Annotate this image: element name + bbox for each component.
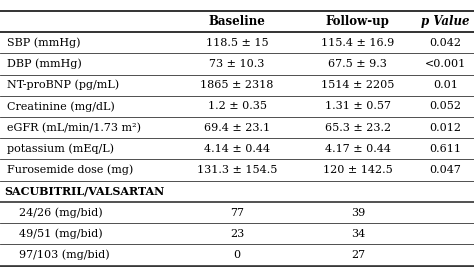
Text: 1.31 ± 0.57: 1.31 ± 0.57: [325, 101, 391, 111]
Text: SACUBITRIL/VALSARTAN: SACUBITRIL/VALSARTAN: [5, 186, 165, 197]
Text: 73 ± 10.3: 73 ± 10.3: [210, 59, 264, 69]
Text: 0.047: 0.047: [429, 165, 462, 175]
Text: Creatinine (mg/dL): Creatinine (mg/dL): [7, 101, 115, 112]
Text: 0: 0: [233, 250, 241, 260]
Text: 23: 23: [230, 229, 244, 239]
Text: Follow-up: Follow-up: [326, 15, 390, 28]
Text: SBP (mmHg): SBP (mmHg): [7, 37, 81, 48]
Text: 67.5 ± 9.3: 67.5 ± 9.3: [328, 59, 387, 69]
Text: 34: 34: [351, 229, 365, 239]
Text: 0.01: 0.01: [433, 80, 458, 90]
Text: <0.001: <0.001: [425, 59, 466, 69]
Text: 118.5 ± 15: 118.5 ± 15: [206, 38, 268, 48]
Text: 1514 ± 2205: 1514 ± 2205: [321, 80, 394, 90]
Text: 115.4 ± 16.9: 115.4 ± 16.9: [321, 38, 394, 48]
Text: 120 ± 142.5: 120 ± 142.5: [323, 165, 393, 175]
Text: eGFR (mL/min/1.73 m²): eGFR (mL/min/1.73 m²): [7, 122, 141, 133]
Text: 1865 ± 2318: 1865 ± 2318: [201, 80, 273, 90]
Text: p Value: p Value: [421, 15, 470, 28]
Text: 0.611: 0.611: [429, 144, 462, 154]
Text: 131.3 ± 154.5: 131.3 ± 154.5: [197, 165, 277, 175]
Text: potassium (mEq/L): potassium (mEq/L): [7, 144, 114, 154]
Text: 69.4 ± 23.1: 69.4 ± 23.1: [204, 122, 270, 133]
Text: 97/103 (mg/bid): 97/103 (mg/bid): [19, 250, 109, 260]
Text: 65.3 ± 23.2: 65.3 ± 23.2: [325, 122, 391, 133]
Text: 1.2 ± 0.35: 1.2 ± 0.35: [208, 101, 266, 111]
Text: Baseline: Baseline: [209, 15, 265, 28]
Text: NT-proBNP (pg/mL): NT-proBNP (pg/mL): [7, 80, 119, 91]
Text: 27: 27: [351, 250, 365, 260]
Text: 0.052: 0.052: [429, 101, 462, 111]
Text: 39: 39: [351, 208, 365, 218]
Text: Furosemide dose (mg): Furosemide dose (mg): [7, 165, 133, 175]
Text: 4.14 ± 0.44: 4.14 ± 0.44: [204, 144, 270, 154]
Text: 0.012: 0.012: [429, 122, 462, 133]
Text: DBP (mmHg): DBP (mmHg): [7, 59, 82, 69]
Text: 0.042: 0.042: [429, 38, 462, 48]
Text: 77: 77: [230, 208, 244, 218]
Text: 49/51 (mg/bid): 49/51 (mg/bid): [19, 228, 102, 239]
Text: 24/26 (mg/bid): 24/26 (mg/bid): [19, 207, 102, 218]
Text: 4.17 ± 0.44: 4.17 ± 0.44: [325, 144, 391, 154]
